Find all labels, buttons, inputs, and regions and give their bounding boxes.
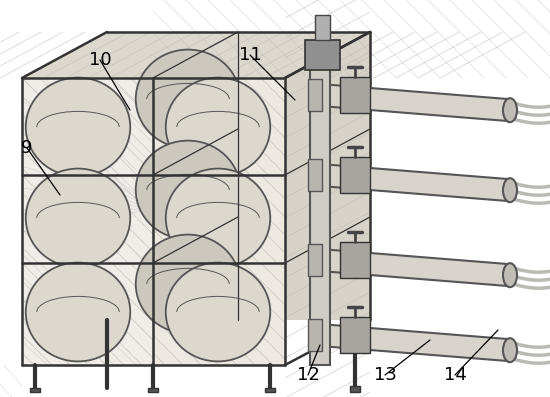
Ellipse shape bbox=[503, 263, 517, 287]
Polygon shape bbox=[305, 40, 340, 70]
Ellipse shape bbox=[166, 169, 270, 268]
Ellipse shape bbox=[166, 262, 270, 361]
Polygon shape bbox=[340, 157, 370, 193]
Polygon shape bbox=[30, 388, 40, 392]
Polygon shape bbox=[320, 249, 510, 286]
Polygon shape bbox=[320, 324, 510, 361]
Ellipse shape bbox=[136, 50, 240, 148]
Polygon shape bbox=[308, 159, 322, 191]
Text: 10: 10 bbox=[89, 51, 111, 69]
Ellipse shape bbox=[26, 262, 130, 361]
Polygon shape bbox=[308, 244, 322, 276]
Polygon shape bbox=[22, 78, 153, 365]
Ellipse shape bbox=[503, 338, 517, 362]
Text: 9: 9 bbox=[21, 139, 33, 157]
Text: 13: 13 bbox=[373, 366, 397, 384]
Polygon shape bbox=[340, 317, 370, 353]
Ellipse shape bbox=[503, 178, 517, 202]
Ellipse shape bbox=[166, 77, 270, 176]
Polygon shape bbox=[285, 32, 370, 320]
Polygon shape bbox=[148, 388, 158, 392]
Text: 12: 12 bbox=[296, 366, 320, 384]
Polygon shape bbox=[320, 84, 510, 121]
Polygon shape bbox=[153, 78, 285, 365]
Polygon shape bbox=[320, 164, 510, 201]
Polygon shape bbox=[310, 55, 330, 365]
Polygon shape bbox=[22, 32, 370, 78]
Text: 14: 14 bbox=[443, 366, 466, 384]
Polygon shape bbox=[350, 386, 360, 392]
Ellipse shape bbox=[503, 98, 517, 122]
Ellipse shape bbox=[26, 77, 130, 176]
Polygon shape bbox=[308, 79, 322, 111]
Polygon shape bbox=[340, 242, 370, 278]
Polygon shape bbox=[308, 319, 322, 351]
Ellipse shape bbox=[26, 169, 130, 268]
Polygon shape bbox=[265, 388, 275, 392]
Polygon shape bbox=[315, 15, 330, 40]
Ellipse shape bbox=[136, 141, 240, 239]
Ellipse shape bbox=[136, 235, 240, 333]
Polygon shape bbox=[340, 77, 370, 113]
Text: 11: 11 bbox=[239, 46, 261, 64]
